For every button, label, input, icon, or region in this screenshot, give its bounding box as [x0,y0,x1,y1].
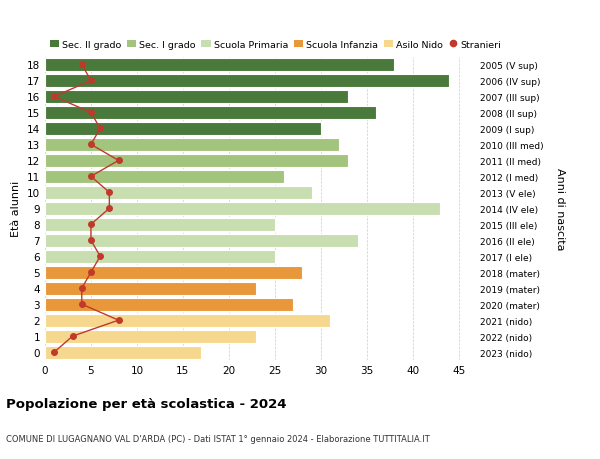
Bar [45,91,349,104]
Y-axis label: Età alunni: Età alunni [11,181,22,237]
Bar [45,139,339,151]
Bar [45,266,302,279]
Bar [45,155,349,168]
Bar [45,250,275,263]
Text: Popolazione per età scolastica - 2024: Popolazione per età scolastica - 2024 [6,397,287,410]
Bar [45,330,256,343]
Text: COMUNE DI LUGAGNANO VAL D'ARDA (PC) - Dati ISTAT 1° gennaio 2024 - Elaborazione : COMUNE DI LUGAGNANO VAL D'ARDA (PC) - Da… [6,434,430,443]
Bar [45,202,440,215]
Bar [45,170,284,184]
Y-axis label: Anni di nascita: Anni di nascita [554,168,565,250]
Bar [45,186,311,200]
Legend: Sec. II grado, Sec. I grado, Scuola Primaria, Scuola Infanzia, Asilo Nido, Stran: Sec. II grado, Sec. I grado, Scuola Prim… [50,41,502,50]
Bar [45,234,358,247]
Bar [45,123,321,136]
Bar [45,314,330,327]
Bar [45,298,293,311]
Bar [45,75,449,88]
Bar [45,106,376,120]
Bar [45,218,275,231]
Bar [45,346,201,359]
Bar [45,59,394,72]
Bar [45,282,256,295]
